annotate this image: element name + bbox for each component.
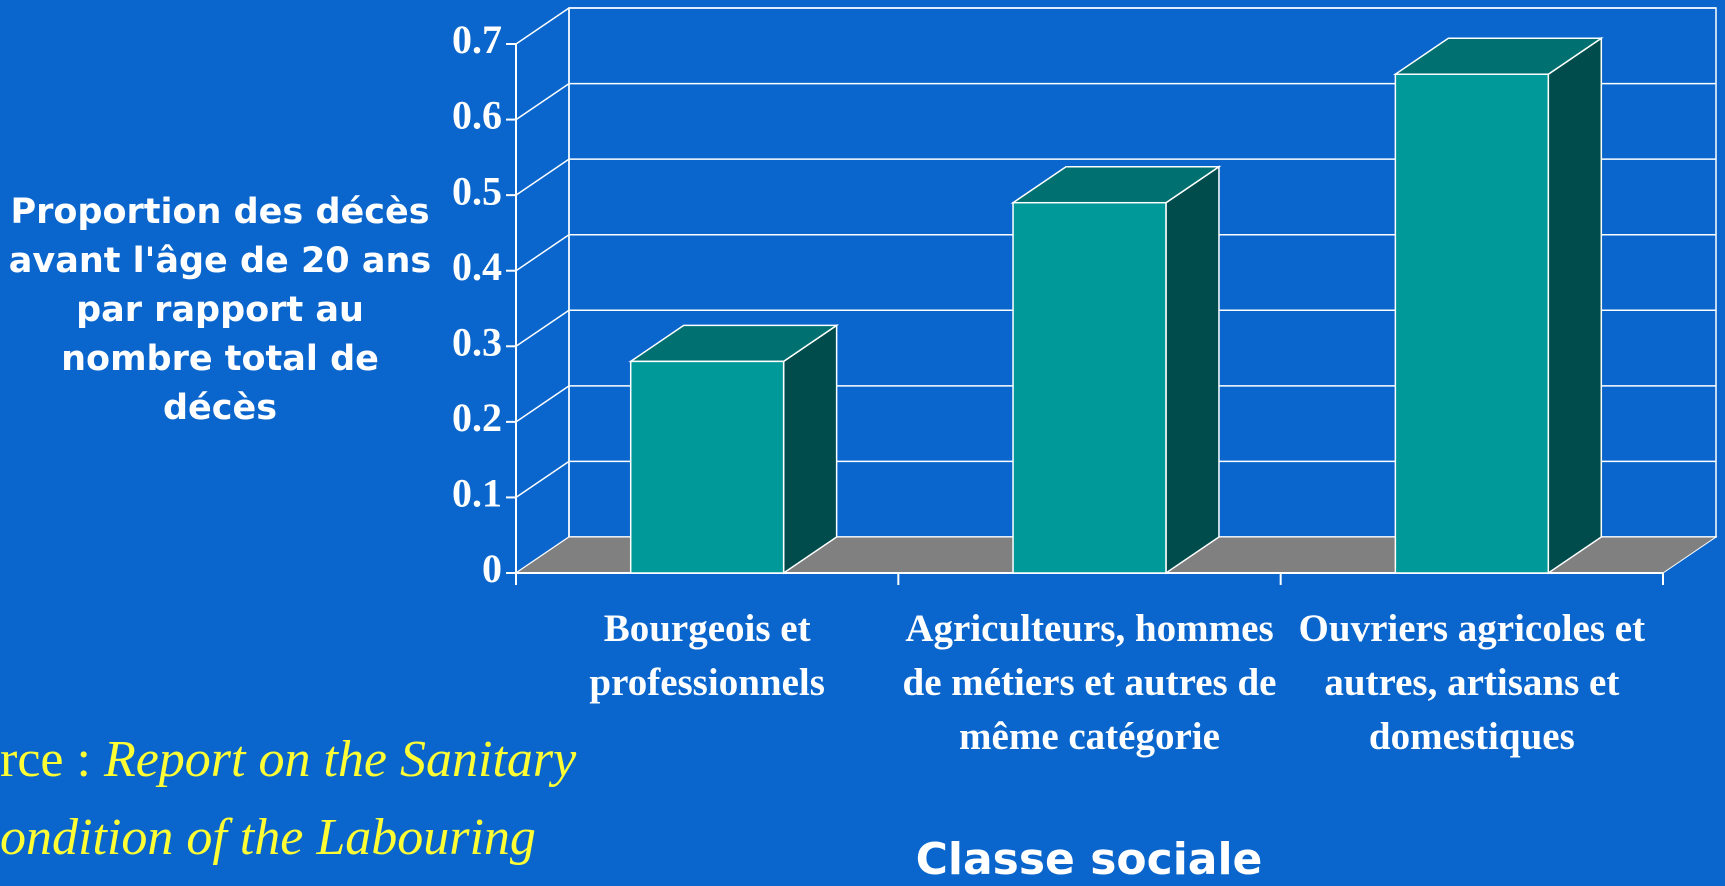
source-line: rce : Report on the Sanitary [0, 730, 576, 789]
grid-line [515, 158, 1716, 196]
source-title: Report on the Sanitary [103, 731, 577, 788]
bar [629, 360, 785, 574]
source-prefix: rce : [0, 731, 91, 788]
grid-line [515, 385, 1716, 423]
y-tick-label: 0.5 [452, 168, 502, 213]
y-tick-label: 0.6 [452, 93, 502, 138]
source-title: ondition of the Labouring [0, 809, 536, 866]
y-tick-label: 0.1 [452, 471, 502, 516]
grid-line [515, 233, 1716, 272]
bar-side [1547, 36, 1603, 575]
y-tick-label: 0.7 [452, 17, 502, 62]
x-tick-label: Bourgeois et professionnels [589, 607, 825, 704]
bar [1394, 73, 1550, 574]
bar-side [782, 323, 838, 575]
grid-line [515, 7, 1716, 45]
y-tick-label: 0.3 [452, 319, 502, 364]
source-line: ondition of the Labouring [0, 808, 536, 867]
x-axis-label: Classe sociale [915, 834, 1263, 885]
grid-line [515, 460, 1716, 499]
y-tick-label: 0.4 [452, 244, 502, 289]
grid-line [515, 82, 1716, 121]
grid-line [515, 309, 1716, 347]
y-tick-label: 0 [482, 546, 502, 591]
y-axis-label: Proportion des décès avant l'âge de 20 a… [8, 192, 432, 428]
y-tick-label: 0.2 [452, 395, 502, 440]
x-tick-label: Ouvriers agricoles et autres, artisans e… [1298, 607, 1646, 758]
bar-side [1165, 165, 1220, 575]
x-tick-label: Agriculteurs, hommes de métiers et autre… [902, 607, 1277, 758]
bar [1012, 201, 1167, 574]
